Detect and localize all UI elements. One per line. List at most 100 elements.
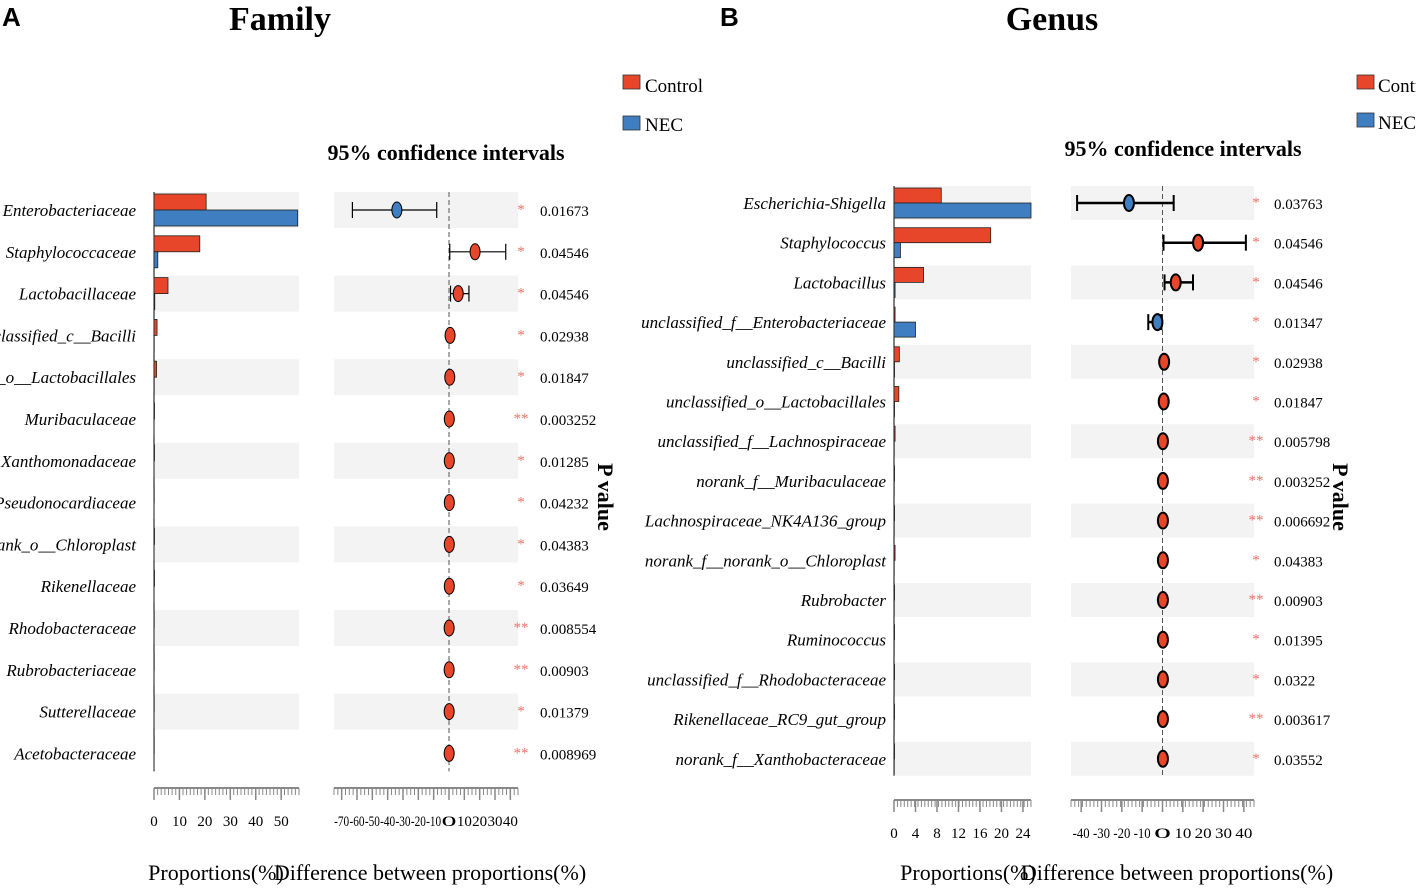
- pvalue-axis-label-genus: P value: [1328, 463, 1353, 531]
- significance-star: *: [517, 369, 525, 385]
- legend-label-nec-b: NEC: [1378, 113, 1416, 134]
- p-value: 0.01395: [1274, 634, 1323, 650]
- p-value: 0.0322: [1274, 673, 1315, 689]
- ci-point: [1156, 591, 1169, 609]
- bar-control: [893, 346, 900, 363]
- diff-tick-label: -10: [426, 814, 441, 830]
- ci-point: [1156, 710, 1169, 729]
- significance-star: *: [1252, 671, 1260, 687]
- significance-star: *: [517, 327, 525, 343]
- p-value: 0.01673: [540, 204, 589, 220]
- row-band-prop: [154, 693, 299, 730]
- significance-star: **: [1249, 473, 1264, 489]
- xlabel-diff-family: Difference between proportions(%): [274, 860, 586, 885]
- row-band-prop: [154, 359, 299, 396]
- ci-point: [1157, 392, 1170, 411]
- row-band-prop: [894, 662, 1031, 697]
- significance-star: **: [514, 411, 529, 427]
- significance-star: **: [514, 745, 529, 761]
- bar-control: [893, 584, 895, 601]
- p-value: 0.005798: [1274, 435, 1330, 451]
- significance-star: **: [1249, 513, 1264, 529]
- diff-tick-label: -50: [365, 814, 380, 830]
- bar-control: [153, 360, 157, 378]
- panel-family: Enterobacteriaceae * 0.01673 Staphylococcac…: [0, 192, 597, 830]
- legend-swatch-control-b: [1356, 74, 1375, 90]
- category-label: Rubrobacteriaceae: [5, 661, 136, 680]
- category-label: Rikenellaceae_RC9_gut_group: [672, 710, 886, 729]
- diff-tick-label: 40: [1235, 826, 1252, 842]
- bar-control: [893, 664, 895, 680]
- category-label: Escherichia-Shigella: [742, 194, 886, 213]
- bar-nec: [153, 251, 159, 269]
- bar-control: [893, 227, 992, 244]
- row-band-prop: [894, 741, 1031, 776]
- ci-point: [1151, 313, 1164, 332]
- category-label: Lactobacillus: [792, 273, 886, 292]
- ci-point: [443, 410, 455, 428]
- p-value: 0.04546: [540, 288, 589, 304]
- significance-star: *: [1252, 552, 1260, 568]
- diff-tick-label: 0: [442, 814, 457, 830]
- prop-tick-label: 30: [223, 814, 238, 830]
- category-label: Rhodobacteraceae: [8, 619, 137, 638]
- category-label: unclassified_f__Rhodobacteraceae: [647, 670, 886, 689]
- row-band-prop: [154, 442, 299, 479]
- prop-tick-label: 16: [972, 826, 988, 842]
- p-value: 0.04546: [1274, 237, 1323, 253]
- chart-title-family: Family: [229, 1, 331, 38]
- significance-star: *: [1252, 195, 1260, 211]
- xlabel-prop-genus: Proportions(%): [900, 860, 1036, 885]
- diff-tick-label: -70: [334, 814, 349, 830]
- p-value: 0.008554: [540, 622, 597, 638]
- bar-control: [153, 235, 201, 253]
- row-band-diff: [334, 275, 518, 312]
- significance-star: *: [517, 202, 525, 218]
- significance-star: *: [517, 536, 525, 552]
- significance-star: **: [1249, 711, 1264, 727]
- bar-control: [153, 444, 155, 462]
- bar-control: [893, 465, 895, 482]
- row-band-prop: [154, 275, 299, 312]
- ci-point: [443, 494, 455, 512]
- bar-control: [893, 743, 895, 760]
- bar-control: [893, 544, 896, 561]
- significance-star: *: [517, 286, 525, 302]
- diff-tick-label: -30: [396, 814, 411, 830]
- category-label: Pseudonocardiaceae: [0, 494, 136, 513]
- prop-tick-label: 10: [172, 814, 187, 830]
- significance-star: *: [1252, 751, 1260, 767]
- p-value: 0.00903: [1274, 594, 1323, 610]
- ci-point: [1156, 630, 1169, 649]
- significance-star: *: [1252, 394, 1260, 410]
- significance-star: *: [1252, 632, 1260, 648]
- row-band-prop: [894, 344, 1031, 379]
- category-label: Rubrobacter: [800, 591, 887, 610]
- legend-swatch-control-a: [622, 74, 641, 90]
- ci-point: [1169, 273, 1182, 292]
- ci-title-family: 95% confidence intervals: [327, 140, 565, 165]
- panel-label-b: B: [720, 2, 739, 32]
- ci-point: [443, 744, 455, 762]
- diff-tick-label: -20: [1113, 826, 1130, 842]
- prop-tick-label: 0: [890, 826, 898, 842]
- bar-control: [893, 425, 896, 442]
- bar-nec: [893, 361, 895, 378]
- diff-tick-label: -10: [1134, 826, 1151, 842]
- prop-tick-label: 4: [912, 826, 920, 842]
- prop-tick-label: 0: [150, 814, 158, 830]
- p-value: 0.008969: [540, 747, 596, 763]
- category-label: norank_f__norank_o__Chloroplast: [645, 551, 887, 570]
- category-label: Staphylococcus: [780, 234, 886, 253]
- bar-control: [893, 505, 895, 522]
- prop-tick-label: 12: [951, 826, 966, 842]
- ci-point: [1158, 352, 1171, 371]
- diff-tick-label: 0: [1154, 826, 1171, 842]
- ci-point: [443, 703, 455, 721]
- category-label: Muribaculaceae: [24, 410, 137, 429]
- bar-control: [893, 703, 895, 720]
- ci-point: [469, 243, 481, 261]
- bar-control: [153, 569, 155, 587]
- bar-nec: [893, 242, 901, 259]
- diff-tick-label: 30: [488, 814, 503, 830]
